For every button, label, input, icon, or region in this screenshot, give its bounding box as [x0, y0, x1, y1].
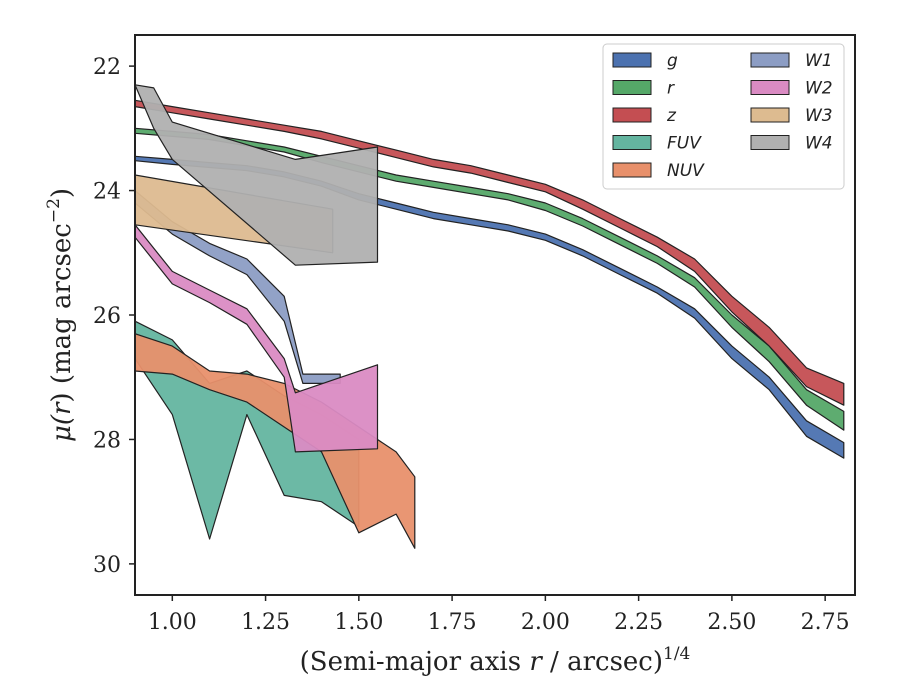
legend-label: g	[667, 51, 678, 71]
x-tick-label: 2.75	[801, 610, 850, 635]
legend-item-w1: W1	[750, 51, 833, 71]
legend-item-z: z	[612, 106, 677, 126]
y-tick-label: 28	[93, 428, 121, 453]
band-z	[135, 99, 845, 406]
y-axis-label: μ(r) (mag arcsec−2)	[44, 188, 77, 442]
legend-label: FUV	[667, 134, 702, 154]
legend-item-w4: W4	[750, 134, 833, 154]
legend-swatch	[612, 135, 652, 150]
y-axis-label-end: )	[47, 188, 77, 198]
band-nuv	[135, 333, 416, 549]
legend-label: W1	[805, 51, 833, 71]
legend-swatch	[612, 80, 652, 95]
legend-item-g: g	[612, 51, 678, 71]
x-axis-label-var: r	[529, 647, 543, 677]
x-axis-label: (Semi-major axis r / arcsec)1/4	[300, 644, 691, 677]
legend-label: W4	[805, 134, 833, 154]
x-tick-label: 2.50	[707, 610, 756, 635]
legend-item-r: r	[612, 79, 675, 99]
y-tick-label: 22	[93, 55, 121, 80]
y-axis-label-mid: ) (mag arcsec	[47, 223, 77, 402]
legend-swatch	[612, 162, 652, 178]
legend-item-w3: W3	[750, 106, 833, 126]
x-tick-label: 1.25	[241, 610, 290, 635]
legend-item-fuv: FUV	[612, 134, 702, 154]
legend-swatch	[612, 52, 652, 68]
legend-label: NUV	[667, 161, 705, 181]
legend-item-nuv: NUV	[612, 161, 705, 181]
y-axis-label-sup: −2	[44, 198, 64, 223]
x-tick-label: 2.25	[614, 610, 663, 635]
y-ticks: 22 24 26 28 30	[93, 55, 135, 578]
y-tick-label: 24	[93, 180, 121, 205]
legend-label: W3	[805, 106, 833, 126]
legend-item-w2: W2	[750, 79, 833, 99]
legend-label: W2	[805, 79, 833, 99]
legend: grz FUV NUV W1 W2 W3 W4	[602, 43, 845, 190]
x-ticks: 1.00 1.25 1.50 1.75 2.00 2.25 2.50 2.75	[148, 595, 850, 635]
legend-swatch	[750, 52, 790, 68]
legend-swatch	[750, 107, 790, 123]
bands-layer	[135, 84, 845, 549]
x-tick-label: 1.75	[428, 610, 477, 635]
legend-label: z	[666, 106, 677, 126]
legend-swatch	[750, 135, 790, 150]
band-group	[135, 84, 845, 549]
y-axis-label-var: r	[47, 401, 77, 415]
y-tick-label: 26	[93, 304, 121, 329]
x-tick-label: 1.00	[148, 610, 197, 635]
legend-label: r	[667, 79, 675, 99]
x-axis-label-post: / arcsec)	[542, 647, 663, 677]
legend-swatch	[612, 107, 652, 123]
band-w2	[135, 224, 379, 453]
x-axis-label-sup: 1/4	[663, 644, 690, 664]
x-tick-label: 1.50	[334, 610, 383, 635]
x-tick-label: 2.00	[521, 610, 570, 635]
legend-swatch	[750, 80, 790, 95]
y-axis-label-mu: μ(	[47, 414, 77, 442]
x-axis-label-pre: (Semi-major axis	[300, 647, 530, 677]
band-w4	[135, 84, 379, 266]
y-tick-label: 30	[93, 553, 121, 578]
